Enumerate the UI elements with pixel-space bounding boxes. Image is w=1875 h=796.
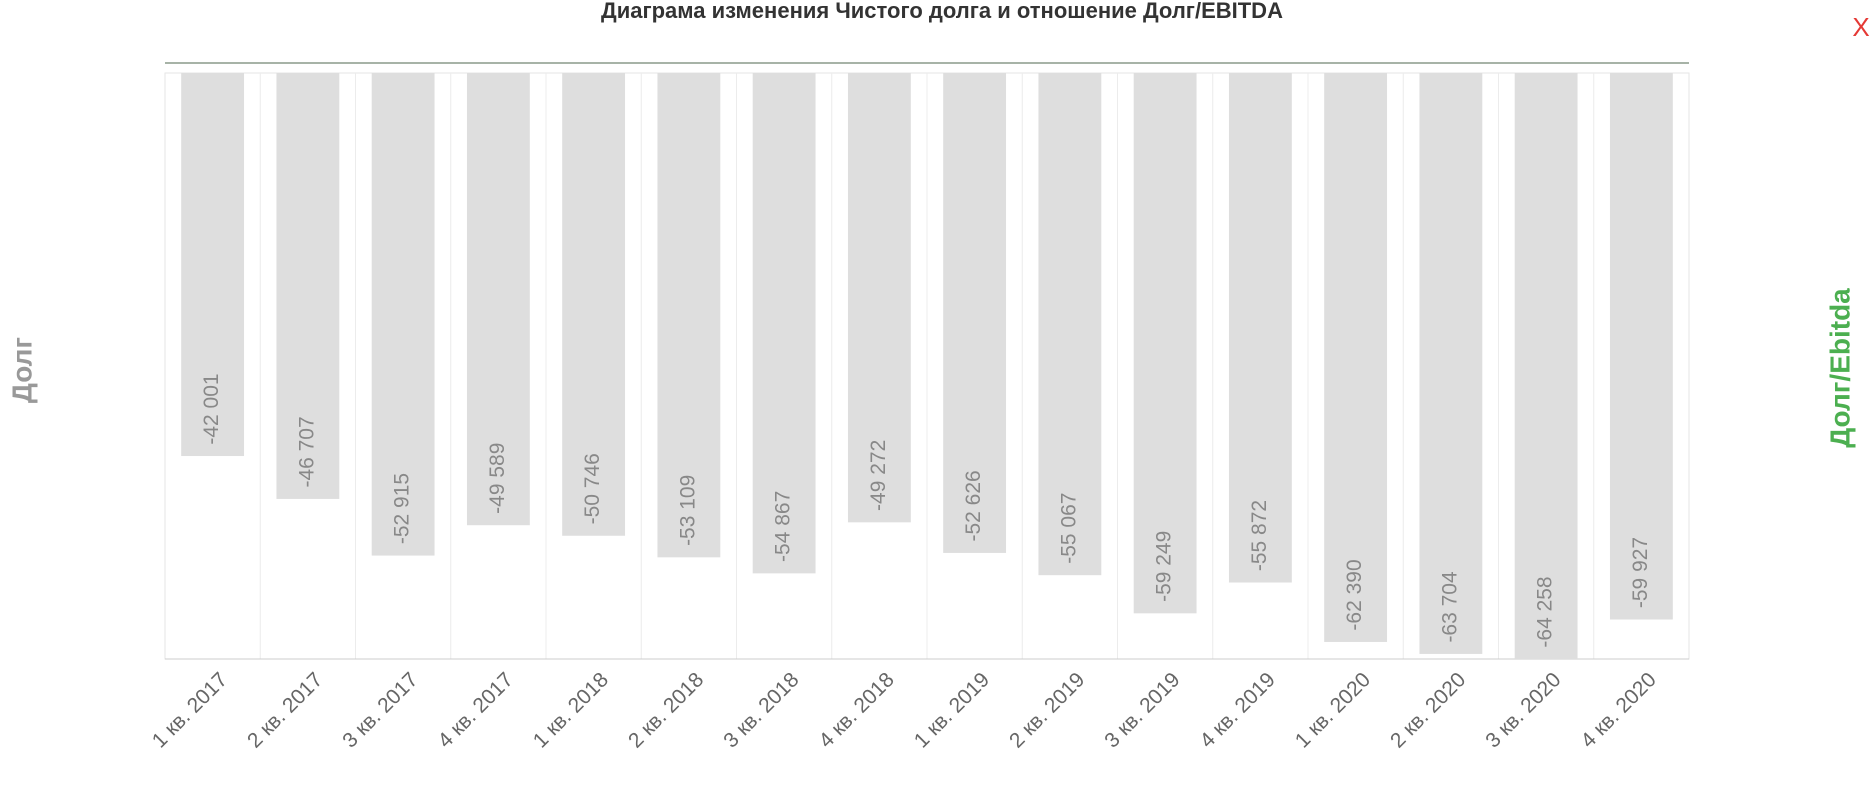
data-label: -53 109 <box>676 475 699 546</box>
data-label: -62 390 <box>1343 559 1366 630</box>
bar <box>562 73 626 536</box>
bar <box>181 73 245 457</box>
bar <box>943 73 1007 553</box>
bar <box>752 73 816 574</box>
data-label: -49 272 <box>867 440 890 511</box>
bar <box>1419 73 1483 654</box>
bar <box>1609 73 1673 620</box>
data-label: -49 589 <box>486 443 509 514</box>
chart-title: Диаграма изменения Чистого долга и отнош… <box>601 0 1283 23</box>
bar <box>847 73 911 523</box>
data-label: -63 704 <box>1438 571 1461 643</box>
data-label: -54 867 <box>772 491 795 562</box>
bar <box>657 73 721 558</box>
y2-axis-title: Долг/Ebitda <box>1824 288 1855 448</box>
bar <box>1324 73 1388 642</box>
bar <box>276 73 340 499</box>
data-label: -42 001 <box>200 373 223 444</box>
data-label: -50 746 <box>581 453 604 524</box>
data-label: -52 626 <box>962 470 985 541</box>
bar <box>1038 73 1102 576</box>
y-axis-title: Долг <box>6 337 37 403</box>
bar <box>1514 73 1578 659</box>
data-label: -55 067 <box>1057 493 1080 564</box>
bar <box>371 73 435 556</box>
data-label: -64 258 <box>1534 576 1557 647</box>
close-button[interactable]: X <box>1852 12 1869 42</box>
bar <box>466 73 530 526</box>
data-label: -59 927 <box>1629 537 1652 608</box>
bar <box>1228 73 1292 583</box>
data-label: -52 915 <box>391 473 414 544</box>
data-label: -46 707 <box>295 416 318 487</box>
data-label: -59 249 <box>1153 531 1176 602</box>
bar <box>1133 73 1197 614</box>
data-label: -55 872 <box>1248 500 1271 571</box>
